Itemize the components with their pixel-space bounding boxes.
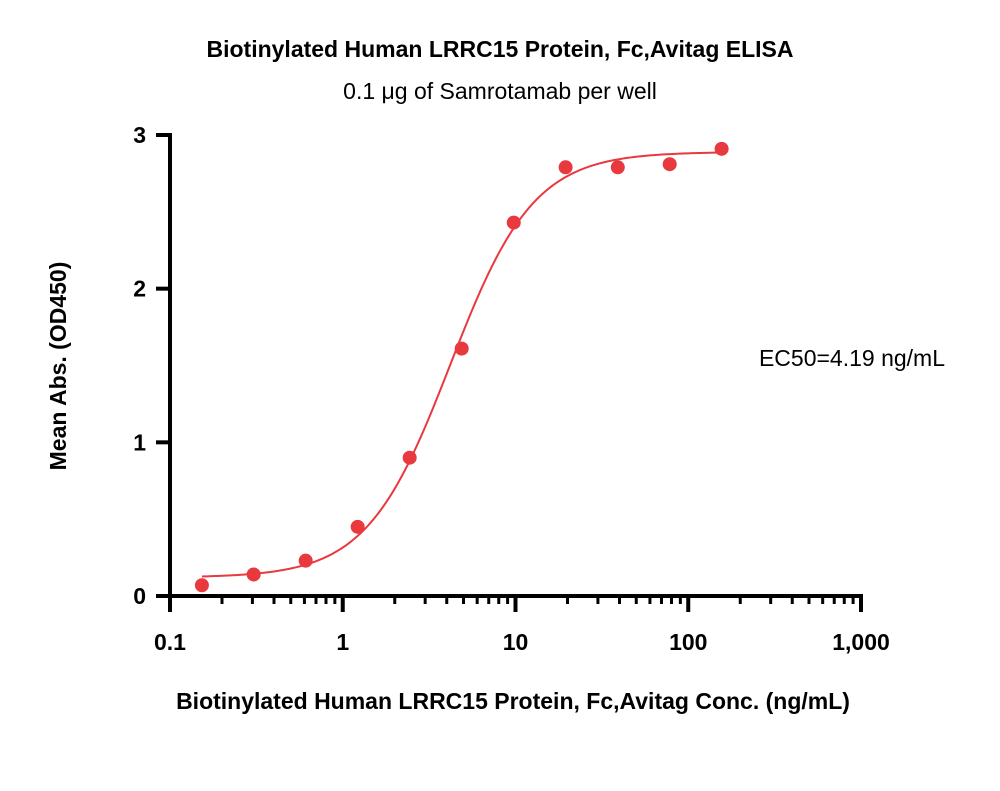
data-point bbox=[506, 215, 521, 230]
fit-curve bbox=[201, 151, 722, 578]
data-point bbox=[194, 578, 209, 593]
data-point bbox=[610, 160, 625, 175]
x-axis-title: Biotinylated Human LRRC15 Protein, Fc,Av… bbox=[176, 688, 850, 714]
axes: 0 1 2 3 0.1 1 10 100 1,000 bbox=[133, 122, 890, 655]
data-point bbox=[662, 157, 677, 172]
y-axis-title: Mean Abs. (OD450) bbox=[45, 262, 71, 471]
data-point bbox=[714, 141, 729, 156]
chart-subtitle: 0.1 μg of Samrotamab per well bbox=[343, 78, 657, 104]
x-tick-label: 0.1 bbox=[154, 629, 186, 655]
data-point bbox=[298, 553, 313, 568]
x-tick-label: 10 bbox=[503, 629, 529, 655]
y-tick-label: 2 bbox=[133, 276, 146, 302]
x-tick-label: 100 bbox=[669, 629, 707, 655]
x-tick-label: 1 bbox=[336, 629, 349, 655]
chart-title: Biotinylated Human LRRC15 Protein, Fc,Av… bbox=[206, 36, 794, 62]
data-point bbox=[558, 160, 573, 175]
data-point bbox=[350, 519, 365, 534]
y-tick-label: 1 bbox=[133, 429, 146, 455]
data-point bbox=[246, 567, 261, 582]
x-tick-label: 1,000 bbox=[832, 629, 890, 655]
y-tick-label: 3 bbox=[133, 122, 146, 148]
data-point bbox=[402, 450, 417, 465]
ec50-annotation: EC50=4.19 ng/mL bbox=[759, 345, 945, 371]
y-tick-label: 0 bbox=[133, 583, 146, 609]
data-points bbox=[194, 141, 729, 593]
data-point bbox=[454, 341, 469, 356]
